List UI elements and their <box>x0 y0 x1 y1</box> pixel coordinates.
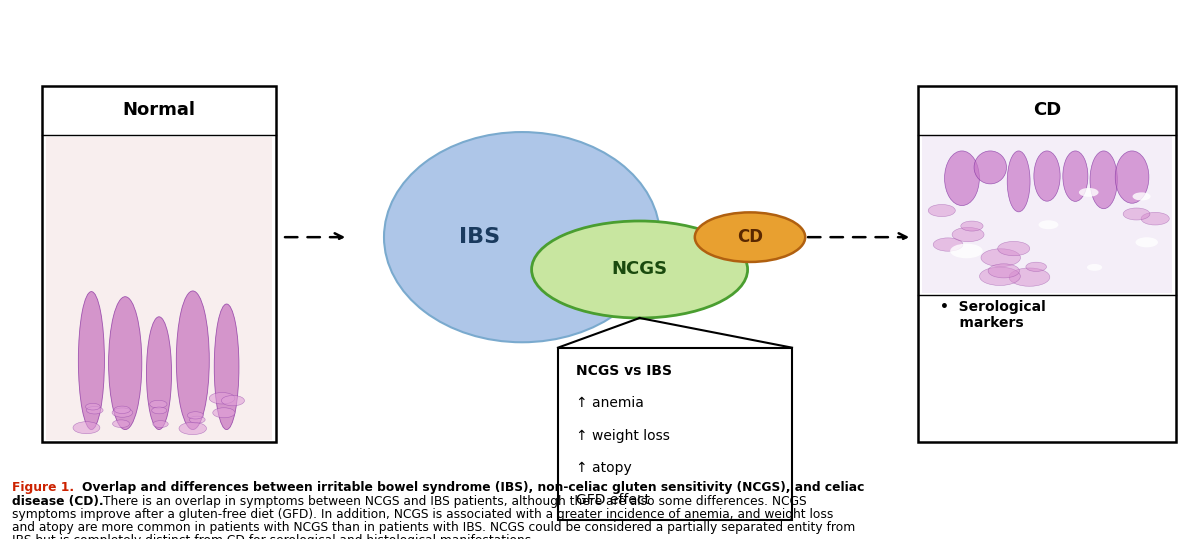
Circle shape <box>997 241 1030 256</box>
Circle shape <box>934 238 962 251</box>
Ellipse shape <box>1063 151 1088 202</box>
Circle shape <box>114 406 131 413</box>
Circle shape <box>1038 220 1058 229</box>
Ellipse shape <box>944 151 979 205</box>
Ellipse shape <box>1115 151 1148 203</box>
Text: ↑ atopy: ↑ atopy <box>576 461 631 475</box>
Ellipse shape <box>384 132 660 342</box>
Ellipse shape <box>108 296 142 430</box>
Circle shape <box>85 403 101 410</box>
Circle shape <box>179 422 206 434</box>
Ellipse shape <box>1007 151 1030 212</box>
Ellipse shape <box>215 304 239 430</box>
Circle shape <box>222 396 245 406</box>
Text: NCGS: NCGS <box>612 260 667 279</box>
Circle shape <box>695 212 805 262</box>
Text: ↑ anemia: ↑ anemia <box>576 396 644 410</box>
Circle shape <box>979 267 1020 286</box>
Text: IBS: IBS <box>460 227 500 247</box>
Circle shape <box>532 221 748 318</box>
Ellipse shape <box>146 317 172 430</box>
Text: CD: CD <box>1033 101 1061 120</box>
Text: Overlap and differences between irritable bowel syndrome (IBS), non-celiac glute: Overlap and differences between irritabl… <box>82 481 864 494</box>
Circle shape <box>1009 268 1050 286</box>
FancyBboxPatch shape <box>42 86 276 442</box>
FancyBboxPatch shape <box>558 348 792 520</box>
Circle shape <box>151 407 167 414</box>
Text: There is an overlap in symptoms between NCGS and IBS patients, although there ar: There is an overlap in symptoms between … <box>103 495 806 508</box>
Circle shape <box>1079 188 1098 197</box>
Text: NCGS vs IBS: NCGS vs IBS <box>576 364 672 378</box>
Circle shape <box>988 264 1020 278</box>
Circle shape <box>86 406 103 414</box>
Ellipse shape <box>974 151 1007 184</box>
Circle shape <box>950 244 983 258</box>
FancyBboxPatch shape <box>918 86 1176 442</box>
Circle shape <box>113 420 130 427</box>
Circle shape <box>1133 192 1151 201</box>
FancyBboxPatch shape <box>922 135 1172 293</box>
Circle shape <box>150 400 167 408</box>
Circle shape <box>1087 264 1102 271</box>
Circle shape <box>187 412 204 419</box>
Circle shape <box>952 227 984 241</box>
Circle shape <box>152 420 168 427</box>
Circle shape <box>1141 212 1169 225</box>
Circle shape <box>112 408 133 417</box>
Circle shape <box>982 249 1020 267</box>
Circle shape <box>1123 208 1150 220</box>
Ellipse shape <box>78 292 104 430</box>
Text: Normal: Normal <box>122 101 196 120</box>
Text: disease (CD).: disease (CD). <box>12 495 103 508</box>
Circle shape <box>929 204 955 217</box>
Circle shape <box>212 408 235 418</box>
Text: IBS but is completely distinct from CD for serological and histological manifest: IBS but is completely distinct from CD f… <box>12 534 535 539</box>
Circle shape <box>190 416 205 423</box>
Text: and atopy are more common in patients with NCGS than in patients with IBS. NCGS : and atopy are more common in patients wi… <box>12 521 856 534</box>
Text: symptoms improve after a gluten-free diet (GFD). In addition, NCGS is associated: symptoms improve after a gluten-free die… <box>12 508 833 521</box>
Circle shape <box>1135 237 1158 247</box>
Text: GFD effect: GFD effect <box>576 493 650 507</box>
Text: ↑ weight loss: ↑ weight loss <box>576 429 670 443</box>
FancyBboxPatch shape <box>46 137 272 440</box>
Ellipse shape <box>1034 151 1060 201</box>
Text: Figure 1.: Figure 1. <box>12 481 74 494</box>
Ellipse shape <box>1090 151 1117 209</box>
Text: CD: CD <box>737 228 763 246</box>
Ellipse shape <box>176 291 209 430</box>
Circle shape <box>961 221 983 231</box>
Circle shape <box>209 392 235 404</box>
Text: •  Serological
    markers: • Serological markers <box>940 300 1045 330</box>
Circle shape <box>73 421 100 434</box>
Circle shape <box>1026 262 1046 272</box>
